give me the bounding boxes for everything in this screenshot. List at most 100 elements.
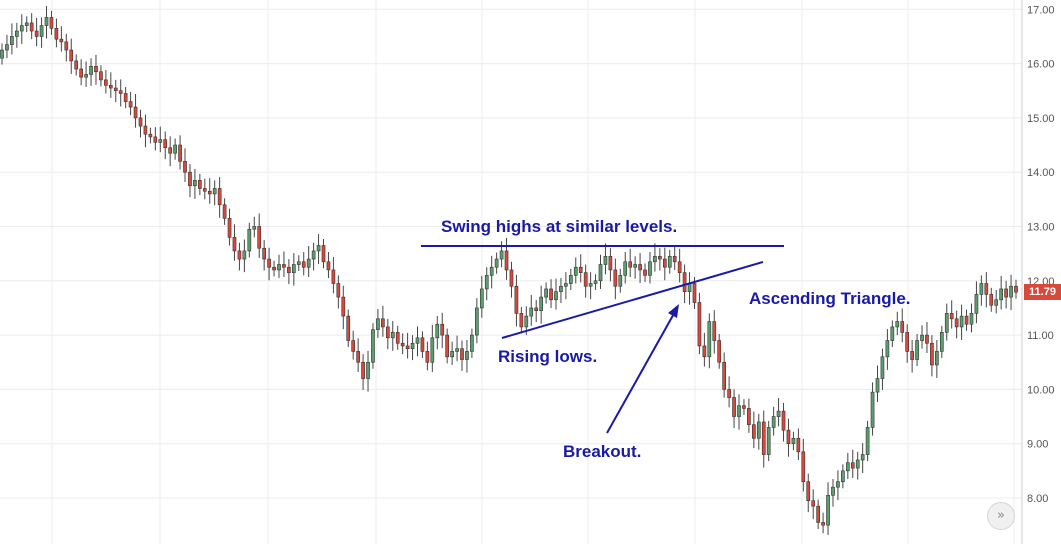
candle-body [806, 481, 811, 502]
candle [648, 252, 652, 284]
candle-body [336, 283, 341, 298]
candle-body [717, 340, 722, 363]
candle-body [969, 313, 974, 325]
candle-body [237, 250, 242, 260]
candle-body [752, 424, 756, 439]
candle-body [311, 250, 316, 260]
candle [841, 464, 845, 489]
breakout-arrow-shaft [606, 309, 677, 434]
candle-body [747, 408, 751, 425]
candle [351, 330, 356, 360]
candle-body [935, 351, 939, 366]
candle-body [29, 22, 34, 32]
candle-body [94, 66, 98, 73]
candle [519, 306, 524, 334]
candle [479, 275, 484, 318]
candle [979, 275, 984, 306]
candle-body [870, 391, 875, 428]
candle [722, 352, 726, 398]
candle [568, 268, 573, 291]
candle [618, 268, 623, 293]
candle-body [282, 264, 286, 268]
candle [15, 22, 19, 48]
candle-body [475, 307, 479, 336]
candle [836, 470, 840, 501]
candle [311, 242, 316, 271]
candle [24, 16, 29, 33]
candle-body [128, 101, 133, 108]
candle-body [816, 505, 820, 523]
candle-body [410, 342, 415, 349]
candle-body [826, 494, 830, 526]
candle-body [425, 351, 430, 363]
candle-body [24, 22, 29, 26]
candle [549, 279, 553, 308]
candle-body [697, 302, 702, 347]
candle [287, 259, 291, 285]
candle [475, 298, 479, 344]
candle-body [534, 307, 539, 311]
candle [559, 278, 563, 304]
candle [5, 34, 9, 59]
candle [277, 254, 281, 279]
candle-body [539, 296, 543, 311]
candle-body [479, 288, 484, 309]
candle-body [148, 133, 153, 138]
candle-body [608, 256, 613, 271]
candle [316, 234, 321, 264]
candle-body [930, 342, 934, 366]
candle [880, 348, 885, 390]
candle-body [994, 299, 999, 306]
candle [301, 252, 306, 276]
candle [128, 91, 133, 116]
candle [667, 249, 672, 274]
candle [336, 275, 341, 309]
candle-body [202, 188, 207, 192]
candle [39, 17, 44, 48]
candle [470, 328, 474, 358]
candle [346, 309, 351, 348]
y-tick-label: 13.00 [1027, 222, 1055, 234]
candle [410, 335, 415, 361]
candle [662, 247, 667, 281]
candle-body [771, 416, 776, 428]
candle-body [326, 261, 331, 271]
candle-body [880, 356, 885, 379]
candle [415, 326, 420, 357]
candle [756, 413, 761, 450]
candle-body [865, 427, 870, 455]
candle [34, 17, 39, 47]
candle [554, 278, 558, 310]
candle [811, 489, 816, 520]
candle-body [400, 342, 405, 347]
candle [153, 127, 158, 151]
candle-body [242, 250, 247, 260]
candle-body [366, 361, 370, 379]
candle-body [460, 348, 464, 360]
candle [420, 331, 425, 358]
candle-body [722, 361, 726, 390]
candle [242, 239, 247, 273]
breakout-label: Breakout. [563, 442, 642, 461]
candle-body [999, 288, 1003, 301]
candle-body [875, 378, 880, 393]
candle-body [405, 345, 410, 349]
candle [1004, 280, 1008, 309]
candle-body [702, 345, 707, 358]
candle-body [252, 226, 257, 230]
candle-body [979, 283, 984, 295]
candle [900, 308, 905, 343]
candle [183, 148, 187, 182]
candle-body [895, 321, 900, 328]
scroll-right-button[interactable]: » [987, 502, 1015, 530]
candle [193, 168, 197, 199]
candle-body [628, 261, 633, 268]
candle-body [346, 315, 351, 341]
candle [212, 180, 217, 206]
candle [544, 282, 548, 304]
candle-body [267, 258, 271, 268]
candle-body [296, 261, 301, 265]
candle-body [588, 283, 593, 287]
candle-body [455, 348, 459, 352]
candle [237, 242, 242, 271]
